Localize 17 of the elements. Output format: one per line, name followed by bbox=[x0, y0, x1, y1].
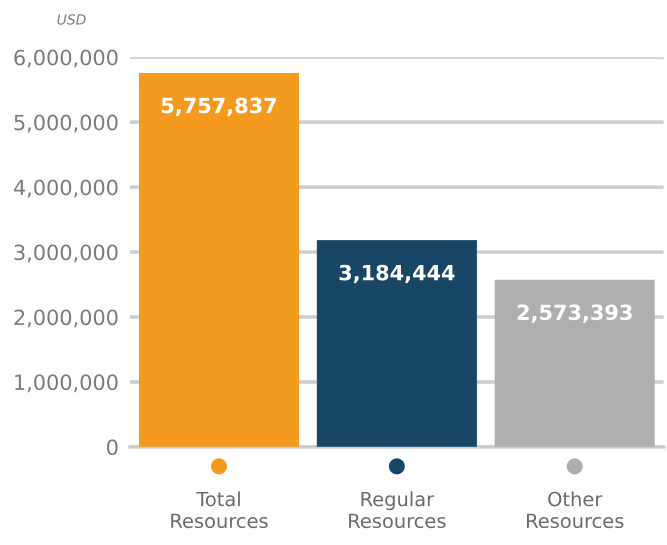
data-label: 3,184,444 bbox=[340, 264, 455, 284]
bar bbox=[494, 280, 655, 447]
y-axis-title: USD bbox=[58, 14, 86, 25]
y-tick-label: 0 bbox=[107, 439, 118, 456]
y-tick-label: 5,000,000 bbox=[14, 114, 118, 133]
x-tick-label: Total Resources bbox=[171, 491, 268, 528]
data-label: 5,757,837 bbox=[162, 98, 276, 116]
data-label: 2,573,393 bbox=[518, 304, 632, 323]
bar bbox=[316, 240, 477, 447]
x-tick-label: Other Resources bbox=[526, 491, 624, 528]
y-tick-label: 2,000,000 bbox=[14, 309, 118, 328]
y-tick-label: 4,000,000 bbox=[14, 180, 118, 198]
y-tick-label: 3,000,000 bbox=[14, 244, 118, 262]
y-tick-label: 6,000,000 bbox=[14, 50, 118, 68]
y-tick-label: 1,000,000 bbox=[15, 374, 118, 392]
bar bbox=[138, 72, 300, 447]
x-tick-label: Regular Resources bbox=[349, 491, 446, 528]
